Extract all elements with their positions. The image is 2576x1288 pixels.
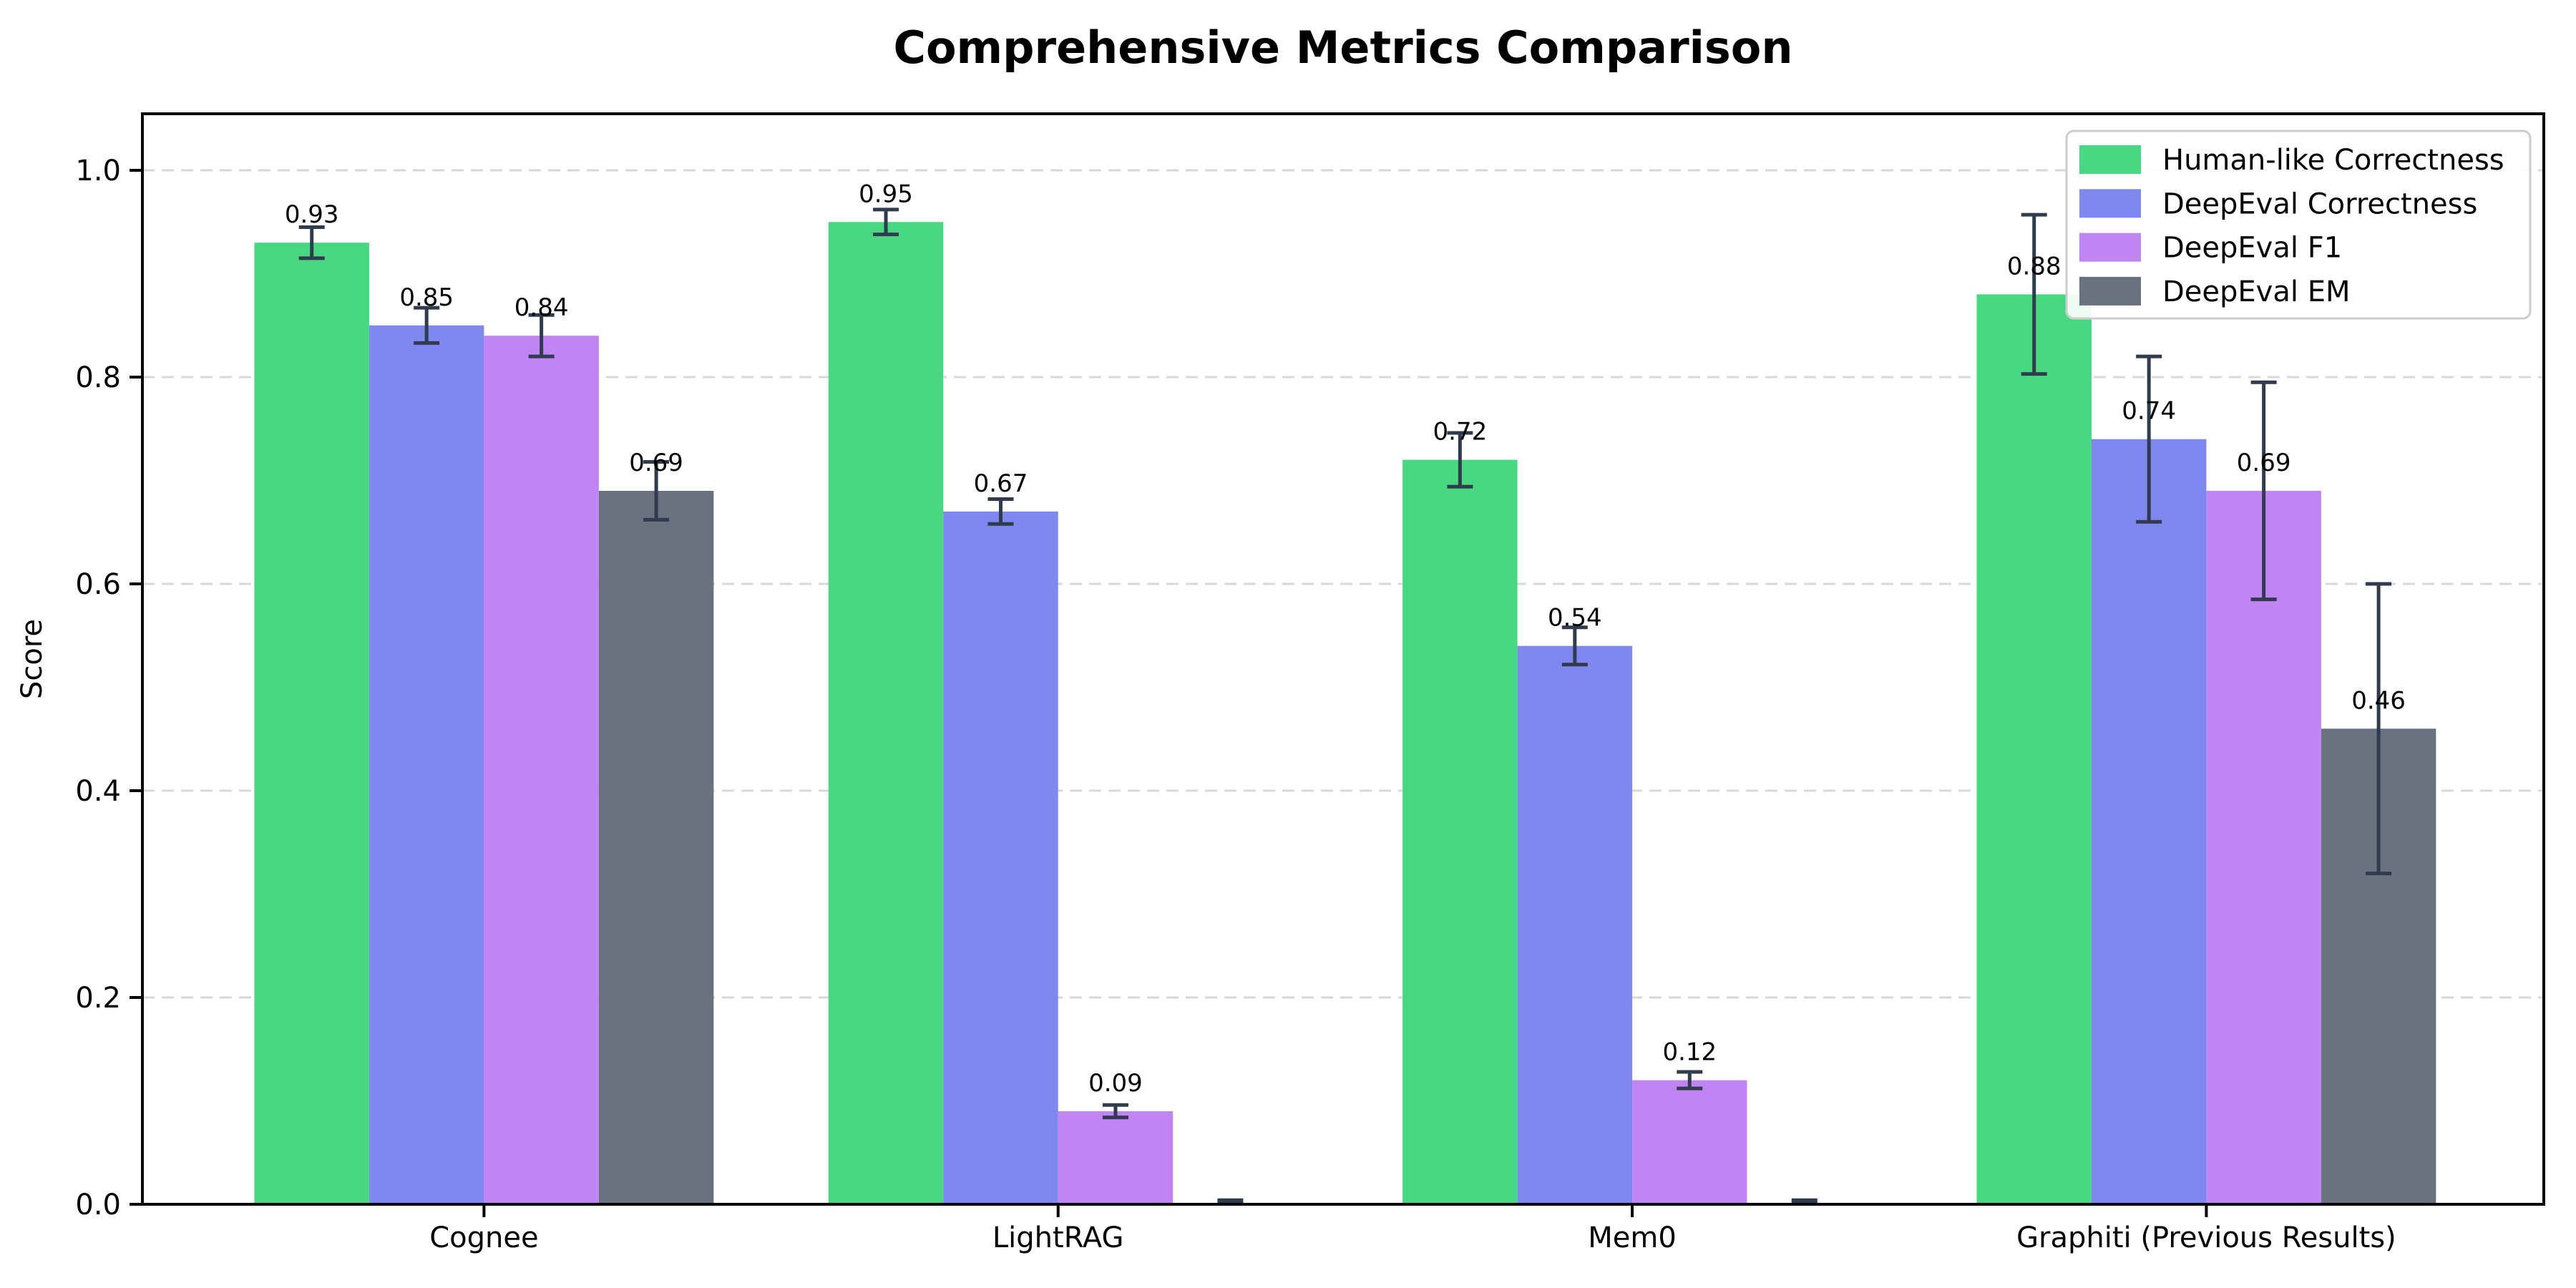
y-tick-label: 1.0 [75, 155, 121, 187]
y-axis-label: Score [16, 619, 49, 699]
y-tick-label: 0.6 [75, 568, 121, 601]
bar-value-label: 0.09 [1088, 1069, 1143, 1098]
bar-value-label: 0.67 [974, 469, 1028, 498]
bar-2-1 [369, 325, 484, 1204]
legend-swatch [2079, 189, 2141, 218]
bar-1-1 [254, 243, 369, 1204]
bar-2-4 [2091, 439, 2207, 1205]
legend-swatch [2079, 276, 2141, 306]
bar-2-2 [943, 511, 1058, 1204]
bar-2-3 [1517, 645, 1633, 1204]
bar-value-label: 0.84 [514, 293, 569, 322]
y-tick-label: 0.2 [75, 982, 121, 1015]
y-tick-label: 0.0 [75, 1189, 121, 1221]
legend-label: DeepEval EM [2162, 275, 2350, 308]
bar-4-1 [598, 490, 714, 1204]
legend-box [2065, 130, 2532, 320]
legend-label: Human-like Correctness [2162, 144, 2504, 177]
y-tick-label: 0.8 [75, 361, 121, 394]
bar-3-3 [1632, 1080, 1747, 1204]
plot-box-spines [141, 112, 2545, 1206]
bar-value-label: 0.54 [1548, 604, 1602, 633]
bar-value-label: 0.74 [2122, 397, 2176, 426]
bar-3-2 [1058, 1111, 1174, 1204]
legend-label: DeepEval F1 [2162, 232, 2342, 265]
bar-value-label: 0.72 [1433, 418, 1488, 447]
x-tick-label: Mem0 [1588, 1221, 1677, 1254]
y-tick-label: 0.4 [75, 775, 121, 808]
legend-swatch [2079, 145, 2141, 174]
bar-value-label: 0.69 [2237, 449, 2291, 477]
legend-label: DeepEval Correctness [2162, 187, 2477, 220]
bar-value-label: 0.12 [1662, 1038, 1717, 1067]
bar-value-label: 0.69 [629, 449, 683, 477]
bar-value-label: 0.88 [2007, 252, 2062, 280]
bar-value-label: 0.93 [285, 200, 339, 229]
bar-3-1 [484, 336, 599, 1205]
bar-1-3 [1402, 459, 1518, 1204]
chart-title: Comprehensive Metrics Comparison [893, 21, 1793, 74]
x-tick-label: Graphiti (Previous Results) [2016, 1221, 2396, 1254]
x-tick-label: Cognee [429, 1221, 538, 1254]
bar-value-label: 0.46 [2351, 686, 2406, 715]
bar-3-4 [2206, 490, 2321, 1204]
x-tick-label: LightRAG [992, 1221, 1124, 1254]
bar-1-2 [828, 222, 944, 1204]
legend-swatch [2079, 233, 2141, 262]
bar-value-label: 0.95 [859, 180, 913, 208]
bar-value-label: 0.85 [399, 283, 454, 312]
bar-1-4 [1976, 294, 2092, 1204]
